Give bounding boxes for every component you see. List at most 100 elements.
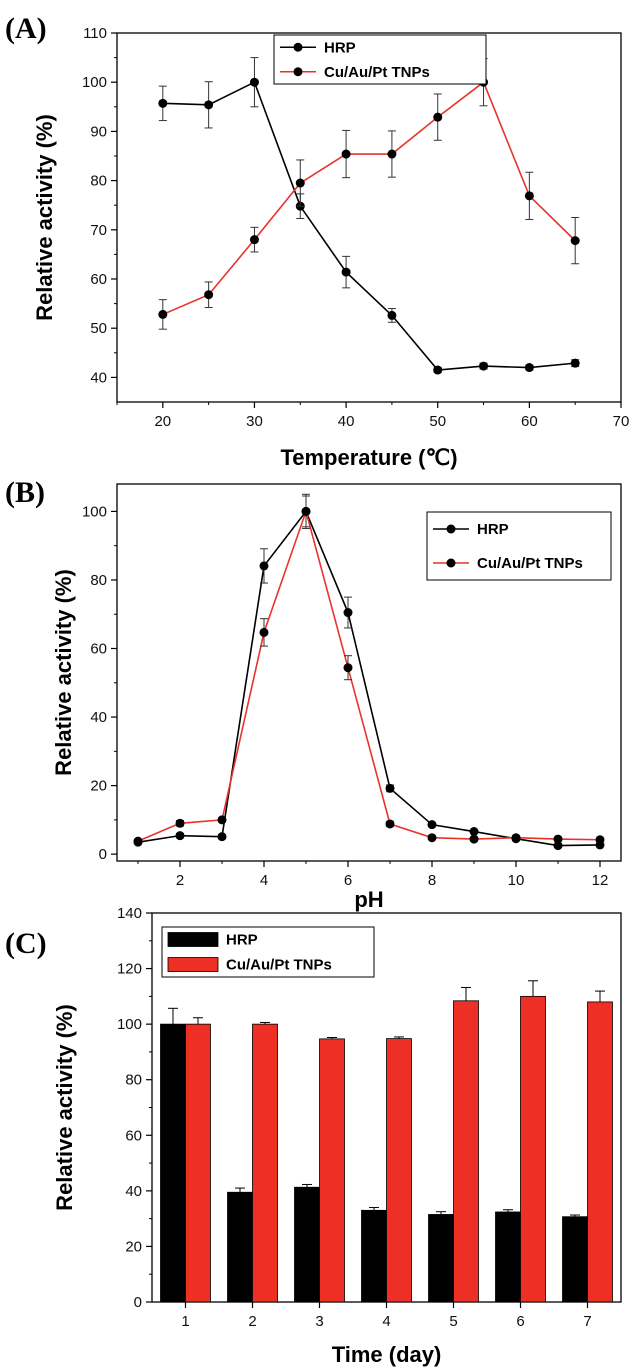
- data-point: [259, 627, 269, 637]
- x-axis-title: pH: [354, 887, 383, 912]
- data-point: [343, 608, 353, 618]
- data-point: [524, 191, 534, 201]
- y-tick-label: 20: [90, 778, 107, 795]
- bar: [294, 1186, 320, 1303]
- bar: [252, 1023, 278, 1303]
- series-line: [137, 508, 601, 842]
- plot-frame: [116, 483, 622, 862]
- x-tick-label: 4: [260, 872, 268, 889]
- x-tick-label: 70: [613, 413, 630, 430]
- y-tick-label: 100: [82, 74, 107, 91]
- y-tick-label: 40: [90, 369, 107, 386]
- y-tick-label: 100: [82, 503, 107, 520]
- data-point: [341, 149, 351, 159]
- legend-marker: [446, 524, 456, 534]
- panel-label: (C): [5, 927, 47, 960]
- bar: [386, 1038, 412, 1303]
- bar: [453, 1000, 479, 1303]
- legend-label: Cu/Au/Pt TNPs: [477, 555, 583, 572]
- x-axis-title: Time (day): [332, 1342, 442, 1367]
- data-point: [595, 835, 605, 845]
- x-tick-label: 5: [449, 1313, 457, 1330]
- data-point: [387, 310, 397, 320]
- bar: [185, 1023, 211, 1303]
- y-tick-label: 110: [83, 25, 107, 42]
- data-point: [158, 98, 168, 108]
- y-axis-title: Relative activity (%): [52, 1004, 77, 1211]
- bar: [319, 1038, 345, 1303]
- legend-marker: [293, 67, 303, 77]
- data-point: [295, 178, 305, 188]
- y-tick-label: 140: [117, 905, 142, 922]
- y-tick-label: 100: [117, 1016, 142, 1033]
- legend-label: HRP: [226, 932, 258, 949]
- x-tick-label: 50: [429, 413, 446, 430]
- y-tick-label: 0: [134, 1294, 142, 1311]
- data-point: [385, 819, 395, 829]
- data-point: [570, 236, 580, 246]
- data-point: [343, 663, 353, 673]
- bar: [520, 995, 546, 1303]
- legend-box: [426, 511, 612, 581]
- x-tick-label: 6: [344, 872, 352, 889]
- data-point: [479, 361, 489, 371]
- data-point: [511, 833, 521, 843]
- series-line: [162, 81, 576, 371]
- data-point: [469, 834, 479, 844]
- legend-label: Cu/Au/Pt TNPs: [324, 64, 430, 81]
- y-tick-label: 120: [117, 961, 142, 978]
- y-tick-label: 90: [90, 123, 107, 140]
- data-point: [433, 365, 443, 375]
- panel-label: (A): [5, 12, 47, 45]
- data-point: [387, 149, 397, 159]
- data-point: [217, 832, 227, 842]
- legend-label: HRP: [324, 39, 356, 56]
- data-point: [175, 831, 185, 841]
- legend-swatch: [167, 932, 219, 947]
- data-point: [553, 841, 563, 851]
- x-tick-label: 4: [382, 1313, 390, 1330]
- y-tick-label: 60: [125, 1127, 142, 1144]
- bar: [495, 1211, 521, 1303]
- series-line: [162, 80, 576, 316]
- y-tick-label: 40: [90, 709, 107, 726]
- data-point: [570, 358, 580, 368]
- y-tick-label: 40: [125, 1183, 142, 1200]
- data-point: [204, 100, 214, 110]
- data-point: [158, 309, 168, 319]
- data-point: [385, 783, 395, 793]
- x-tick-label: 20: [154, 413, 171, 430]
- y-tick-label: 60: [90, 271, 107, 288]
- x-tick-label: 7: [583, 1313, 591, 1330]
- y-axis-title: Relative activity (%): [32, 114, 57, 321]
- y-tick-label: 80: [125, 1072, 142, 1089]
- series-line: [137, 509, 601, 847]
- x-tick-label: 30: [246, 413, 263, 430]
- data-point: [249, 235, 259, 245]
- x-tick-label: 40: [338, 413, 355, 430]
- legend-box: [273, 34, 487, 85]
- data-point: [427, 820, 437, 830]
- x-tick-label: 3: [315, 1313, 323, 1330]
- x-tick-label: 2: [248, 1313, 256, 1330]
- bar: [160, 1023, 186, 1303]
- data-point: [249, 77, 259, 87]
- y-tick-label: 0: [99, 846, 107, 863]
- x-tick-label: 8: [428, 872, 436, 889]
- legend-marker: [446, 558, 456, 568]
- data-point: [175, 818, 185, 828]
- data-point: [553, 834, 563, 844]
- y-tick-label: 70: [90, 222, 107, 239]
- data-point: [204, 290, 214, 300]
- x-tick-label: 2: [176, 872, 184, 889]
- y-tick-label: 60: [90, 641, 107, 658]
- panel-label: (B): [5, 476, 45, 509]
- data-point: [469, 827, 479, 837]
- data-point: [217, 815, 227, 825]
- legend-marker: [293, 42, 303, 52]
- legend-label: HRP: [477, 521, 509, 538]
- data-point: [301, 506, 311, 516]
- x-tick-label: 6: [516, 1313, 524, 1330]
- x-tick-label: 1: [181, 1313, 189, 1330]
